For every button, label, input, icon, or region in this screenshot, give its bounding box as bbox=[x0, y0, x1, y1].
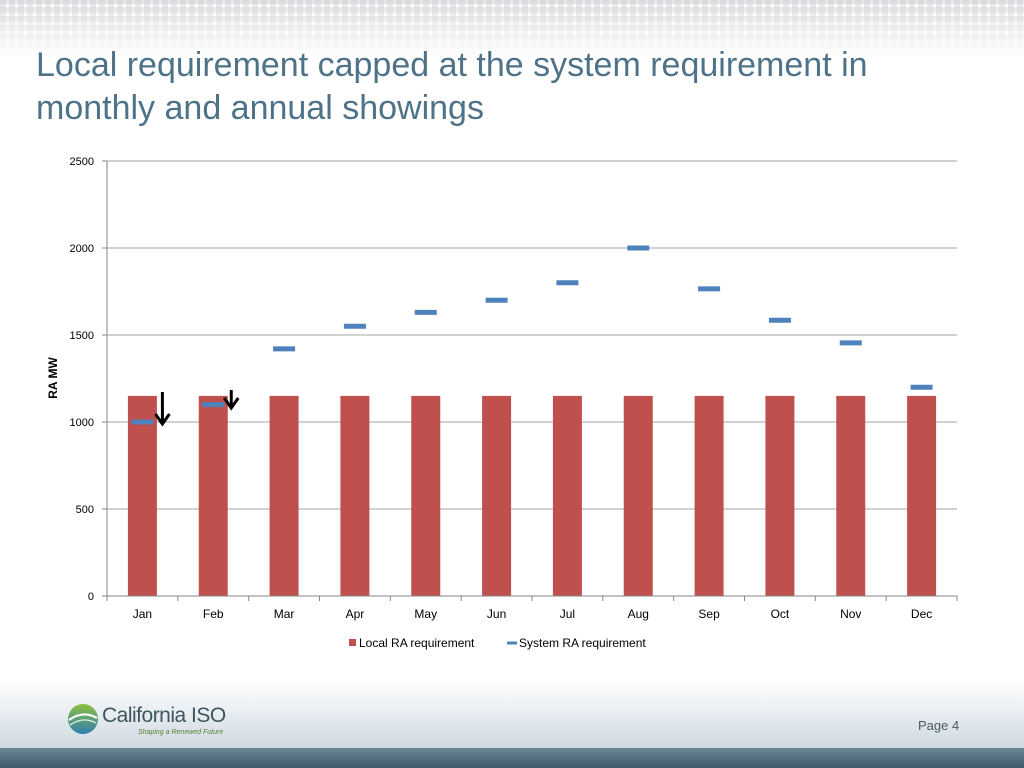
local-ra-bars bbox=[127, 395, 937, 596]
x-tick-label-aug: Aug bbox=[628, 607, 649, 621]
bar-local-aug bbox=[623, 395, 653, 596]
legend-label-system: System RA requirement bbox=[519, 636, 646, 650]
legend-swatch-local bbox=[349, 639, 356, 646]
y-tick-label-2000: 2000 bbox=[70, 243, 94, 255]
bar-local-oct bbox=[765, 395, 795, 596]
california-iso-logo: California ISO Shaping a Renewed Future bbox=[66, 702, 226, 742]
y-axis-label: RA MW bbox=[46, 357, 60, 399]
logo-wordmark: California ISO bbox=[102, 704, 226, 727]
page-number: Page 4 bbox=[918, 718, 960, 733]
bar-local-jun bbox=[482, 395, 512, 596]
bar-local-may bbox=[411, 395, 441, 596]
down-arrow-icon-feb bbox=[223, 390, 240, 411]
x-tick-label-may: May bbox=[414, 607, 437, 621]
bar-local-apr bbox=[340, 395, 370, 596]
footer-strip bbox=[0, 748, 1024, 768]
bar-local-dec bbox=[907, 395, 937, 596]
x-tick-label-oct: Oct bbox=[771, 607, 790, 621]
x-tick-label-sep: Sep bbox=[698, 607, 720, 621]
x-tick-label-feb: Feb bbox=[203, 607, 224, 621]
bar-local-sep bbox=[694, 395, 724, 596]
bar-local-nov bbox=[836, 395, 866, 596]
bar-local-jan bbox=[127, 395, 157, 596]
logo-tagline: Shaping a Renewed Future bbox=[138, 729, 224, 736]
header-decoration bbox=[0, 0, 1024, 58]
gridlines bbox=[102, 160, 958, 601]
x-tick-label-jun: Jun bbox=[487, 607, 506, 621]
bar-local-mar bbox=[269, 395, 299, 596]
bar-local-jul bbox=[552, 395, 582, 596]
x-tick-label-dec: Dec bbox=[911, 607, 932, 621]
x-tick-label-jul: Jul bbox=[560, 607, 575, 621]
bar-local-feb bbox=[198, 395, 228, 596]
system-ra-markers bbox=[131, 245, 933, 425]
x-tick-label-nov: Nov bbox=[840, 607, 861, 621]
y-tick-label-2500: 2500 bbox=[70, 156, 94, 168]
x-tick-label-mar: Mar bbox=[274, 607, 295, 621]
x-tick-label-jan: Jan bbox=[133, 607, 152, 621]
down-arrow-icon-jan bbox=[154, 392, 171, 427]
globe-icon bbox=[68, 704, 98, 734]
x-tick-label-apr: Apr bbox=[346, 607, 365, 621]
y-tick-label-0: 0 bbox=[88, 591, 94, 603]
y-tick-label-500: 500 bbox=[76, 504, 94, 516]
x-axis-tick-labels: Jan Feb Mar Apr May Jun Jul Aug Sep Oct Nov Dec bbox=[133, 607, 933, 621]
annotation-arrows bbox=[154, 390, 240, 427]
slide-title: Local requirement capped at the system r… bbox=[36, 46, 868, 127]
y-tick-label-1000: 1000 bbox=[70, 417, 94, 429]
legend: Local RA requirement System RA requireme… bbox=[349, 636, 646, 650]
y-axis-tick-labels: 0 500 1000 1500 2000 2500 bbox=[70, 156, 94, 603]
y-tick-label-1500: 1500 bbox=[70, 330, 94, 342]
legend-label-local: Local RA requirement bbox=[359, 636, 475, 650]
